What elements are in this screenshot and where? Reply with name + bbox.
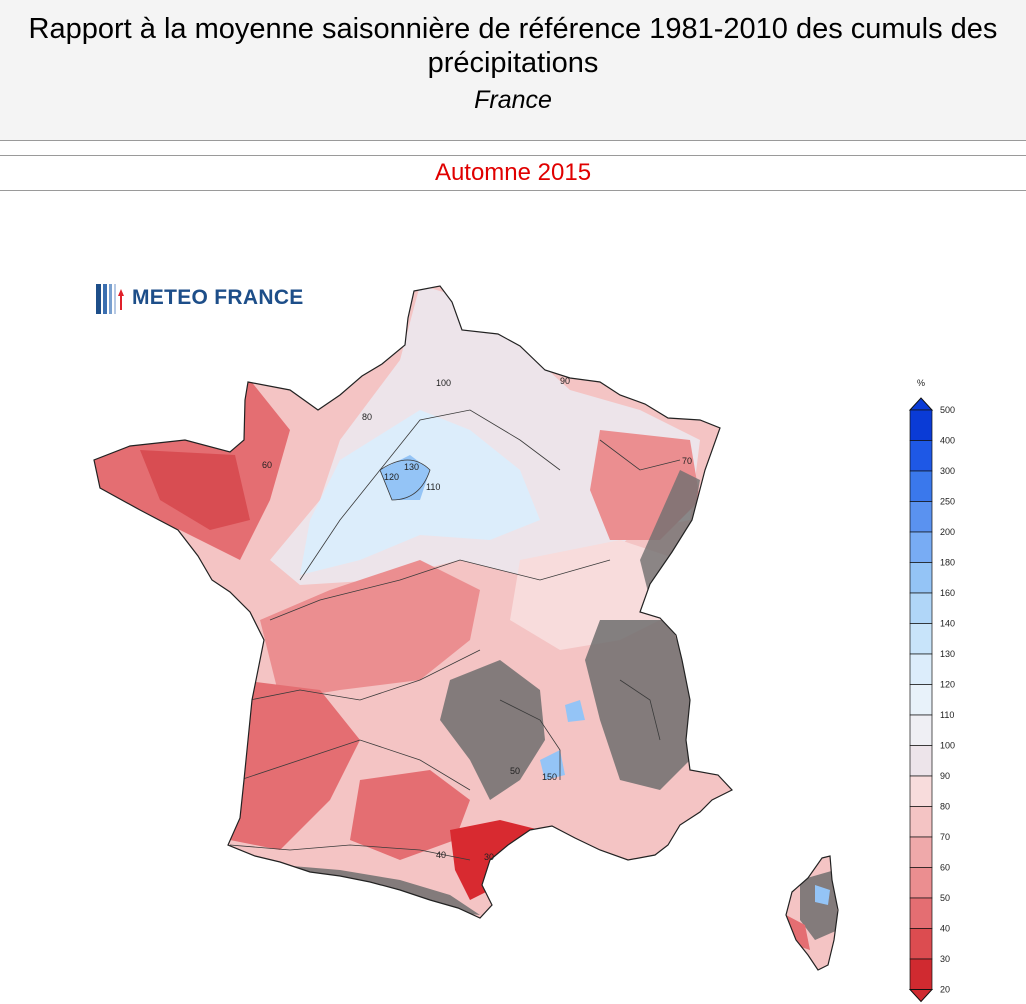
legend-swatch	[909, 409, 933, 441]
legend-swatch	[909, 836, 933, 868]
meteo-france-logo: METEO FRANCE	[96, 284, 303, 314]
relief-alps	[585, 620, 690, 790]
legend-tick-label: 70	[940, 832, 950, 842]
legend-swatch	[909, 928, 933, 960]
contour-label: 80	[362, 412, 372, 422]
period-band: Automne 2015	[0, 155, 1026, 191]
contour-label: 60	[262, 460, 272, 470]
legend-tick-label: 200	[940, 527, 955, 537]
contour-label: 150	[542, 772, 557, 782]
legend-swatch	[909, 897, 933, 929]
legend-swatch	[909, 684, 933, 716]
legend-tick-label: 120	[940, 680, 955, 690]
corsica	[785, 855, 839, 971]
legend-tick-label: 500	[940, 405, 955, 415]
legend-swatch	[909, 775, 933, 807]
legend-swatch	[909, 653, 933, 685]
legend-tick-label: 40	[940, 924, 950, 934]
legend-tick-label: 160	[940, 588, 955, 598]
logo-icon	[96, 284, 126, 314]
logo-text: METEO FRANCE	[132, 286, 304, 309]
legend-swatch	[909, 562, 933, 594]
contour-label: 40	[436, 850, 446, 860]
header: Rapport à la moyenne saisonnière de réfé…	[0, 0, 1026, 141]
legend-colorbar: 500 400 300 250 200 180 160 140 130 120 110 100 90 80…	[908, 397, 955, 1003]
legend-swatch	[909, 623, 933, 655]
legend-swatch	[909, 867, 933, 899]
contour-label: 30	[484, 852, 494, 862]
contour-label: 110	[426, 482, 440, 492]
legend-swatch	[909, 470, 933, 502]
legend-tick-label: 400	[940, 436, 955, 446]
legend-tick-label: 110	[940, 710, 954, 720]
legend-arrow-top	[908, 397, 934, 411]
legend-tick-label: 30	[940, 954, 950, 964]
legend-tick-label: 180	[940, 558, 955, 568]
legend-swatch	[909, 806, 933, 838]
legend-tick-label: 100	[940, 741, 955, 751]
legend-tick-label: 130	[940, 649, 955, 659]
page-subtitle: France	[474, 86, 552, 114]
legend-tick-label: 20	[940, 985, 950, 995]
region-dry-centre	[260, 560, 480, 700]
contour-labels: 100 90 80 70 60 110 120 130 50 40 30 150	[262, 376, 692, 862]
legend-tick-label: 140	[940, 619, 955, 629]
region-wet-strong-paris	[380, 455, 430, 500]
contour-label: 120	[384, 472, 399, 482]
legend-tick-label: 300	[940, 466, 955, 476]
contour-label: 70	[682, 456, 692, 466]
legend-swatch	[909, 501, 933, 533]
contour-label: 50	[510, 766, 520, 776]
contour-label: 100	[436, 378, 451, 388]
legend-swatch	[909, 958, 933, 990]
legend-swatch	[909, 531, 933, 563]
legend-unit: %	[917, 378, 925, 388]
legend-tick-label: 50	[940, 893, 950, 903]
legend-tick-label: 90	[940, 771, 950, 781]
contour-label: 90	[560, 376, 570, 386]
legend-swatch	[909, 714, 933, 746]
legend-tick-label: 60	[940, 863, 950, 873]
region-dry-southwest	[230, 680, 360, 850]
relief-massif-central	[440, 660, 545, 800]
legend-tick-label: 250	[940, 497, 955, 507]
contour-label: 130	[404, 462, 419, 472]
legend-swatch	[909, 440, 933, 472]
legend-arrow-bottom	[908, 989, 934, 1003]
period-label: Automne 2015	[434, 159, 592, 186]
page-title: Rapport à la moyenne saisonnière de réfé…	[28, 13, 998, 79]
legend-swatch	[909, 592, 933, 624]
legend-swatch	[909, 745, 933, 777]
legend-tick-label: 80	[940, 802, 950, 812]
